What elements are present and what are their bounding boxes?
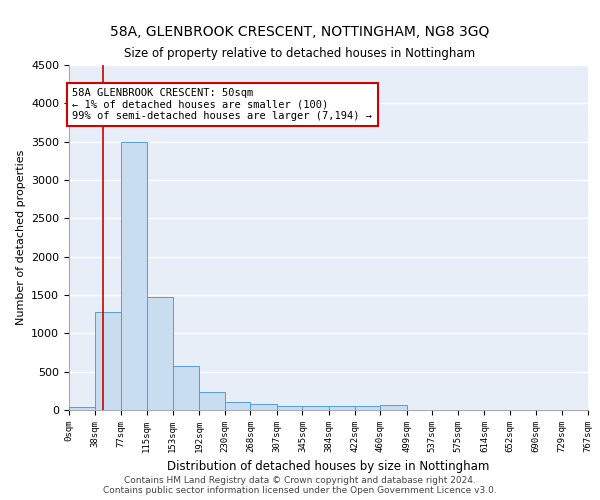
- Bar: [199, 392, 224, 410]
- Text: 58A, GLENBROOK CRESCENT, NOTTINGHAM, NG8 3GQ: 58A, GLENBROOK CRESCENT, NOTTINGHAM, NG8…: [110, 25, 490, 39]
- Bar: [95, 312, 121, 410]
- X-axis label: Distribution of detached houses by size in Nottingham: Distribution of detached houses by size …: [167, 460, 490, 473]
- Text: 58A GLENBROOK CRESCENT: 50sqm
← 1% of detached houses are smaller (100)
99% of s: 58A GLENBROOK CRESCENT: 50sqm ← 1% of de…: [73, 88, 373, 121]
- Text: Size of property relative to detached houses in Nottingham: Size of property relative to detached ho…: [124, 48, 476, 60]
- Y-axis label: Number of detached properties: Number of detached properties: [16, 150, 26, 325]
- Text: Contains HM Land Registry data © Crown copyright and database right 2024.
Contai: Contains HM Land Registry data © Crown c…: [103, 476, 497, 495]
- Bar: [121, 142, 147, 410]
- Bar: [250, 404, 277, 410]
- Bar: [147, 298, 173, 410]
- Bar: [224, 402, 250, 410]
- Bar: [380, 406, 407, 410]
- Bar: [329, 406, 355, 410]
- Bar: [355, 406, 380, 410]
- Bar: [69, 407, 95, 410]
- Bar: [173, 366, 199, 410]
- Bar: [302, 406, 329, 410]
- Bar: [277, 406, 302, 410]
